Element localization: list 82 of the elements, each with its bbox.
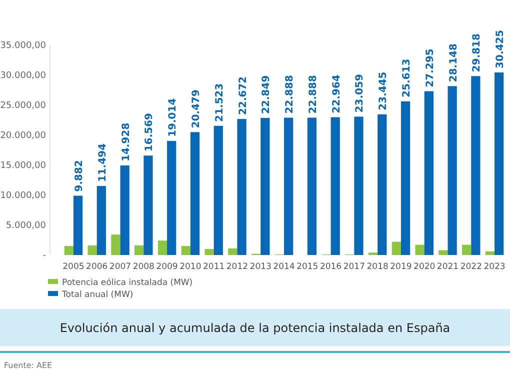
bar (134, 245, 144, 255)
x-tick-label: 2017 (343, 262, 365, 272)
x-tick-label: 2019 (390, 262, 412, 272)
x-tick-label: 2020 (414, 262, 436, 272)
data-label: 22.964 (331, 74, 342, 114)
bar (400, 101, 410, 255)
bar (330, 117, 340, 255)
x-tick-label: 2023 (484, 262, 506, 272)
bar (462, 244, 472, 255)
bar (73, 196, 83, 255)
bar (144, 156, 153, 255)
data-label: 16.569 (144, 112, 156, 152)
x-tick-label: 2007 (109, 262, 132, 272)
data-label: 14.928 (120, 122, 132, 162)
bar (438, 250, 448, 255)
x-tick-label: 2009 (156, 262, 178, 272)
bar (448, 86, 457, 255)
x-tick-label: 2022 (460, 262, 482, 272)
bar (485, 251, 495, 255)
x-tick-label: 2014 (273, 262, 295, 272)
data-label: 22.888 (308, 75, 319, 114)
data-label: 11.494 (97, 143, 108, 182)
bar (228, 248, 238, 255)
bar (190, 132, 200, 255)
data-label: 22.888 (284, 75, 296, 114)
x-tick-label: 2011 (203, 262, 225, 272)
legend-label: Total anual (MW) (61, 290, 134, 300)
data-label: 27.295 (424, 48, 436, 88)
bar (378, 114, 387, 255)
y-tick-label: - (42, 251, 46, 262)
bar (96, 186, 106, 255)
legend-label: Potencia eólica instalada (MW) (62, 278, 193, 288)
bar (424, 91, 434, 255)
bar (88, 245, 97, 255)
y-tick-label: 30.000,00 (0, 71, 46, 82)
source-note: Fuente: AEE (4, 361, 52, 370)
bar (111, 234, 120, 255)
bar (354, 116, 364, 255)
x-tick-label: 2006 (86, 262, 108, 272)
data-label: 21.523 (214, 83, 226, 122)
bar (237, 118, 246, 255)
bar (64, 246, 74, 255)
data-label: 9.882 (74, 160, 86, 192)
bar (158, 240, 168, 255)
y-tick-label: 25.000,00 (0, 101, 46, 112)
bar (204, 249, 214, 255)
x-tick-label: 2015 (296, 262, 318, 272)
bar (392, 242, 401, 255)
y-tick-label: 5.000,00 (6, 221, 46, 232)
x-tick-label: 2010 (180, 262, 202, 272)
bar (181, 246, 190, 255)
y-tick-label: 10.000,00 (0, 191, 46, 202)
data-label: 23.445 (378, 72, 390, 110)
x-tick-label: 2016 (320, 262, 342, 272)
data-label: 28.148 (448, 43, 460, 82)
data-label: 22.672 (238, 76, 249, 115)
data-label: 23.059 (354, 74, 366, 113)
bar (471, 76, 480, 255)
data-label: 22.849 (261, 75, 272, 114)
x-tick-label: 2012 (226, 262, 248, 272)
bar (284, 118, 294, 255)
data-label: 30.425 (495, 30, 506, 68)
y-tick-label: 15.000,00 (0, 161, 46, 172)
data-label: 29.818 (472, 33, 483, 72)
x-tick-label: 2008 (132, 262, 154, 272)
data-label: 20.479 (190, 89, 202, 128)
bar (260, 118, 270, 255)
data-label: 19.014 (168, 98, 179, 137)
bar (167, 140, 176, 255)
text: Evolución anual y acumulada de la potencia instalada en España (60, 321, 450, 335)
x-tick-label: 2021 (436, 262, 459, 272)
bar (307, 118, 317, 255)
data-label: 25.613 (402, 58, 413, 98)
bar (214, 126, 223, 255)
x-tick-label: 2018 (366, 262, 388, 272)
bar (494, 72, 504, 255)
y-tick-label: 20.000,00 (0, 131, 46, 142)
y-tick-label: 35.000,00 (0, 41, 46, 52)
x-tick-label: 2013 (250, 262, 272, 272)
x-tick-label: 2005 (62, 262, 84, 272)
bar (120, 165, 130, 255)
bar (415, 244, 424, 255)
